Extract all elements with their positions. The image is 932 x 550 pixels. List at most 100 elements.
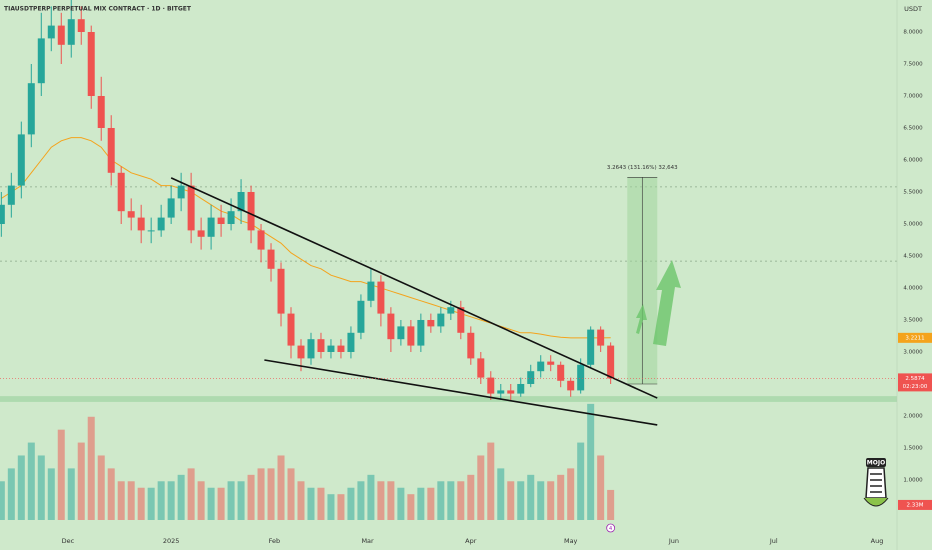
volume-bar [37,455,45,520]
volume-bar [77,442,85,520]
currency-label: USDT [904,5,922,13]
volume-bar [207,487,215,520]
volume-bar [27,442,35,520]
candle-body [437,313,445,327]
y-tick-label: 6.5000 [903,125,923,131]
ma-tag [898,332,932,343]
candle-body [247,191,255,231]
candle-body [237,191,245,212]
volume-bar [397,487,405,520]
volume-bar [137,487,145,520]
event-marker [606,523,616,533]
volume-bar [57,429,65,520]
volume-bar [317,487,325,520]
candle-body [0,204,5,224]
y-tick-label: 4.0000 [903,285,923,291]
volume-bar [287,468,295,520]
volume-bar [197,481,205,520]
volume-bar [187,468,195,520]
volume-bar [47,468,55,520]
candle-body [107,127,115,173]
arrow [653,260,681,346]
y-tick-label: 7.5000 [903,61,923,67]
svg-text:MOJO: MOJO [867,460,885,467]
last-price-label: 2.5874 [905,376,925,382]
candle-body [577,364,585,391]
x-tick-label: Jun [668,537,679,545]
candle-body [57,25,65,45]
y-tick-label: 6.0000 [903,157,923,163]
volume-bar [547,481,555,520]
arrow [636,304,647,334]
candle-body [547,361,555,365]
candle-body [277,268,285,314]
candle-body [197,230,205,237]
candle-body [597,329,605,346]
volume-bar [297,481,305,520]
volume-bar [487,442,495,520]
candle-body [557,364,565,381]
candle-body [297,345,305,359]
candle-body [307,339,315,359]
logo: MOJO [863,458,889,507]
volume-bar [87,416,95,520]
volume-bar [117,481,125,520]
x-tick-label: Apr [465,537,477,545]
volume-bar [167,481,175,520]
volume-bar [267,468,275,520]
candle-body [447,307,455,314]
y-tick-label: 1.5000 [903,445,923,451]
support-zone [0,396,897,402]
volume-bar [607,489,615,520]
countdown: 02:23:00 [903,384,928,390]
candle-body [17,134,25,186]
candle-body [607,345,615,379]
candle-body [387,313,395,340]
plot-area: 3.2643 (131.16%) 32,643 [0,0,897,520]
volume-bar [327,494,335,520]
candle-body [407,326,415,346]
volume-bar [447,481,455,520]
candle-body [497,390,505,394]
candle-body [357,300,365,333]
volume-bar [97,455,105,520]
volume-bar [507,481,515,520]
candle-body [7,185,15,205]
candle-body [257,230,265,250]
volume-bar [577,442,585,520]
volume-bar [537,481,545,520]
candle-body [417,319,425,346]
candle-body [587,329,595,365]
volume-bar [307,487,315,520]
volume-bar [417,487,425,520]
candle-body [27,83,35,135]
y-tick-label: 4.5000 [903,253,923,259]
volume-bar [257,468,265,520]
trendline [170,177,658,399]
volume-bar [147,487,155,520]
candle-body [147,230,155,232]
y-tick-label: 2.0000 [903,413,923,419]
candle-body [517,383,525,394]
volume-tag [898,499,932,510]
candle-body [327,345,335,352]
y-tick-label: 3.0000 [903,349,923,355]
volume-bar [107,468,115,520]
volume-bar [337,494,345,520]
candle-body [457,307,465,333]
candle-body [77,19,85,32]
volume-bar [277,455,285,520]
y-tick-label: 5.5000 [903,189,923,195]
x-tick-label: 2025 [163,537,180,545]
candle-body [397,326,405,340]
candle-body [287,313,295,346]
x-tick-label: May [564,537,578,545]
volume-bar [247,474,255,520]
last-price-tag [898,373,932,392]
measure-label: 3.2643 (131.16%) 32,643 [607,165,678,171]
y-tick-label: 1.0000 [903,477,923,483]
volume-bar [427,487,435,520]
